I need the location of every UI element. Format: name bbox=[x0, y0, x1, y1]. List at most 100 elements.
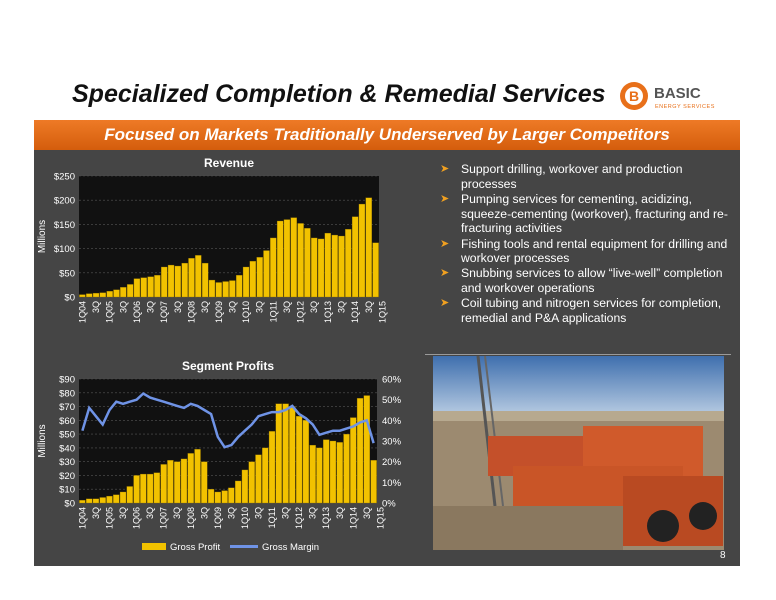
bar bbox=[345, 229, 352, 298]
x-tick-label: 1Q11 bbox=[267, 507, 277, 528]
bar bbox=[86, 293, 93, 298]
bar bbox=[92, 498, 100, 504]
bar bbox=[187, 453, 194, 504]
equipment-photo bbox=[433, 356, 724, 550]
bar bbox=[126, 486, 133, 504]
x-tick-label: 1Q13 bbox=[323, 301, 333, 323]
y-tick-label: $90 bbox=[59, 375, 75, 386]
legend-label: Gross Margin bbox=[262, 542, 319, 553]
bar bbox=[160, 464, 167, 504]
bar bbox=[188, 258, 195, 298]
x-tick-label: 1Q15 bbox=[375, 507, 385, 529]
x-tick-label: 1Q06 bbox=[132, 507, 142, 529]
bar bbox=[113, 494, 120, 504]
y-tick-label: $250 bbox=[54, 172, 75, 183]
bar bbox=[215, 282, 222, 298]
bar bbox=[343, 433, 350, 504]
x-tick-label: 3Q bbox=[172, 507, 182, 519]
bar bbox=[263, 250, 270, 298]
bar bbox=[153, 472, 161, 504]
legend-label: Gross Profit bbox=[170, 542, 221, 553]
bullet-arrow-icon: ➤ bbox=[440, 267, 450, 280]
x-tick-label: 1Q15 bbox=[377, 301, 387, 323]
y-tick-label: $0 bbox=[64, 293, 75, 304]
bar bbox=[99, 292, 107, 298]
x-tick-label: 1Q11 bbox=[268, 301, 278, 322]
x-tick-label: 3Q bbox=[309, 301, 319, 313]
x-tick-label: 1Q04 bbox=[77, 301, 87, 323]
bar bbox=[235, 480, 242, 504]
bar bbox=[276, 220, 284, 298]
bullet-arrow-icon: ➤ bbox=[440, 297, 450, 310]
bar bbox=[338, 235, 345, 298]
x-tick-label: 3Q bbox=[335, 507, 345, 519]
y2-tick-label: 30% bbox=[382, 437, 402, 448]
bar bbox=[147, 276, 154, 298]
bar bbox=[228, 487, 235, 504]
bar bbox=[201, 262, 209, 298]
y-tick-label: $50 bbox=[59, 430, 75, 441]
bar bbox=[297, 223, 304, 298]
bar bbox=[92, 292, 100, 298]
bar bbox=[133, 475, 140, 504]
y-tick-label: $10 bbox=[59, 485, 75, 496]
bullet-item: ➤ Coil tubing and nitrogen services for c… bbox=[440, 296, 722, 326]
x-tick-label: 1Q06 bbox=[132, 301, 142, 323]
bullet-arrow-icon: ➤ bbox=[440, 237, 450, 250]
x-tick-label: 1Q12 bbox=[296, 301, 306, 323]
legend-swatch-gross-profit bbox=[142, 543, 166, 550]
x-tick-label: 1Q07 bbox=[159, 507, 169, 529]
bar bbox=[167, 460, 174, 504]
bar bbox=[309, 444, 316, 504]
y-tick-label: $150 bbox=[54, 220, 75, 231]
bar bbox=[99, 497, 106, 504]
bar bbox=[324, 232, 332, 298]
bar bbox=[195, 255, 202, 298]
bullet-list: ➤ Support drilling, workover and producti… bbox=[440, 162, 736, 326]
y-tick-label: $50 bbox=[59, 268, 75, 279]
company-logo: B BASIC ENERGY SERVICES bbox=[620, 82, 714, 110]
bar bbox=[350, 417, 357, 504]
bar bbox=[86, 498, 93, 504]
bullet-arrow-icon: ➤ bbox=[440, 192, 450, 205]
bar bbox=[256, 257, 263, 298]
x-tick-label: 1Q05 bbox=[104, 507, 114, 529]
bar bbox=[106, 495, 113, 504]
bullet-item: ➤ Pumping services for cementing, acidizi… bbox=[440, 191, 728, 236]
x-tick-label: 3Q bbox=[146, 301, 156, 313]
section-divider bbox=[425, 354, 731, 355]
bar bbox=[365, 197, 372, 298]
bar bbox=[154, 275, 161, 298]
page-title: Specialized Completion & Remedial Servic… bbox=[72, 80, 606, 108]
bar bbox=[221, 490, 228, 504]
bar bbox=[181, 262, 188, 298]
y-axis-label: Millions bbox=[37, 424, 48, 457]
x-tick-label: 3Q bbox=[364, 301, 374, 313]
y2-tick-label: 60% bbox=[382, 375, 402, 386]
x-tick-label: 1Q08 bbox=[187, 301, 197, 323]
bar bbox=[336, 442, 343, 504]
y-tick-label: $20 bbox=[59, 471, 75, 482]
bar bbox=[282, 403, 289, 504]
y-tick-label: $60 bbox=[59, 416, 75, 427]
x-tick-label: 3Q bbox=[227, 301, 237, 313]
y-tick-label: $0 bbox=[64, 499, 75, 510]
y-tick-label: $80 bbox=[59, 388, 75, 399]
bar bbox=[222, 281, 229, 298]
bar bbox=[214, 491, 221, 504]
y2-tick-label: 0% bbox=[382, 499, 396, 510]
x-tick-label: 3Q bbox=[255, 301, 265, 313]
gross-margin-line bbox=[81, 391, 375, 449]
bar bbox=[174, 461, 181, 504]
bar bbox=[126, 284, 134, 298]
bar bbox=[363, 395, 370, 504]
x-tick-label: 1Q07 bbox=[159, 301, 169, 323]
y-tick-label: $40 bbox=[59, 443, 75, 454]
x-tick-label: 3Q bbox=[118, 301, 128, 313]
y2-tick-label: 20% bbox=[382, 457, 402, 468]
x-tick-label: 3Q bbox=[308, 507, 318, 519]
y-tick-label: $30 bbox=[59, 457, 75, 468]
bar bbox=[120, 287, 127, 298]
x-tick-label: 1Q10 bbox=[240, 507, 250, 529]
bar bbox=[311, 237, 318, 298]
